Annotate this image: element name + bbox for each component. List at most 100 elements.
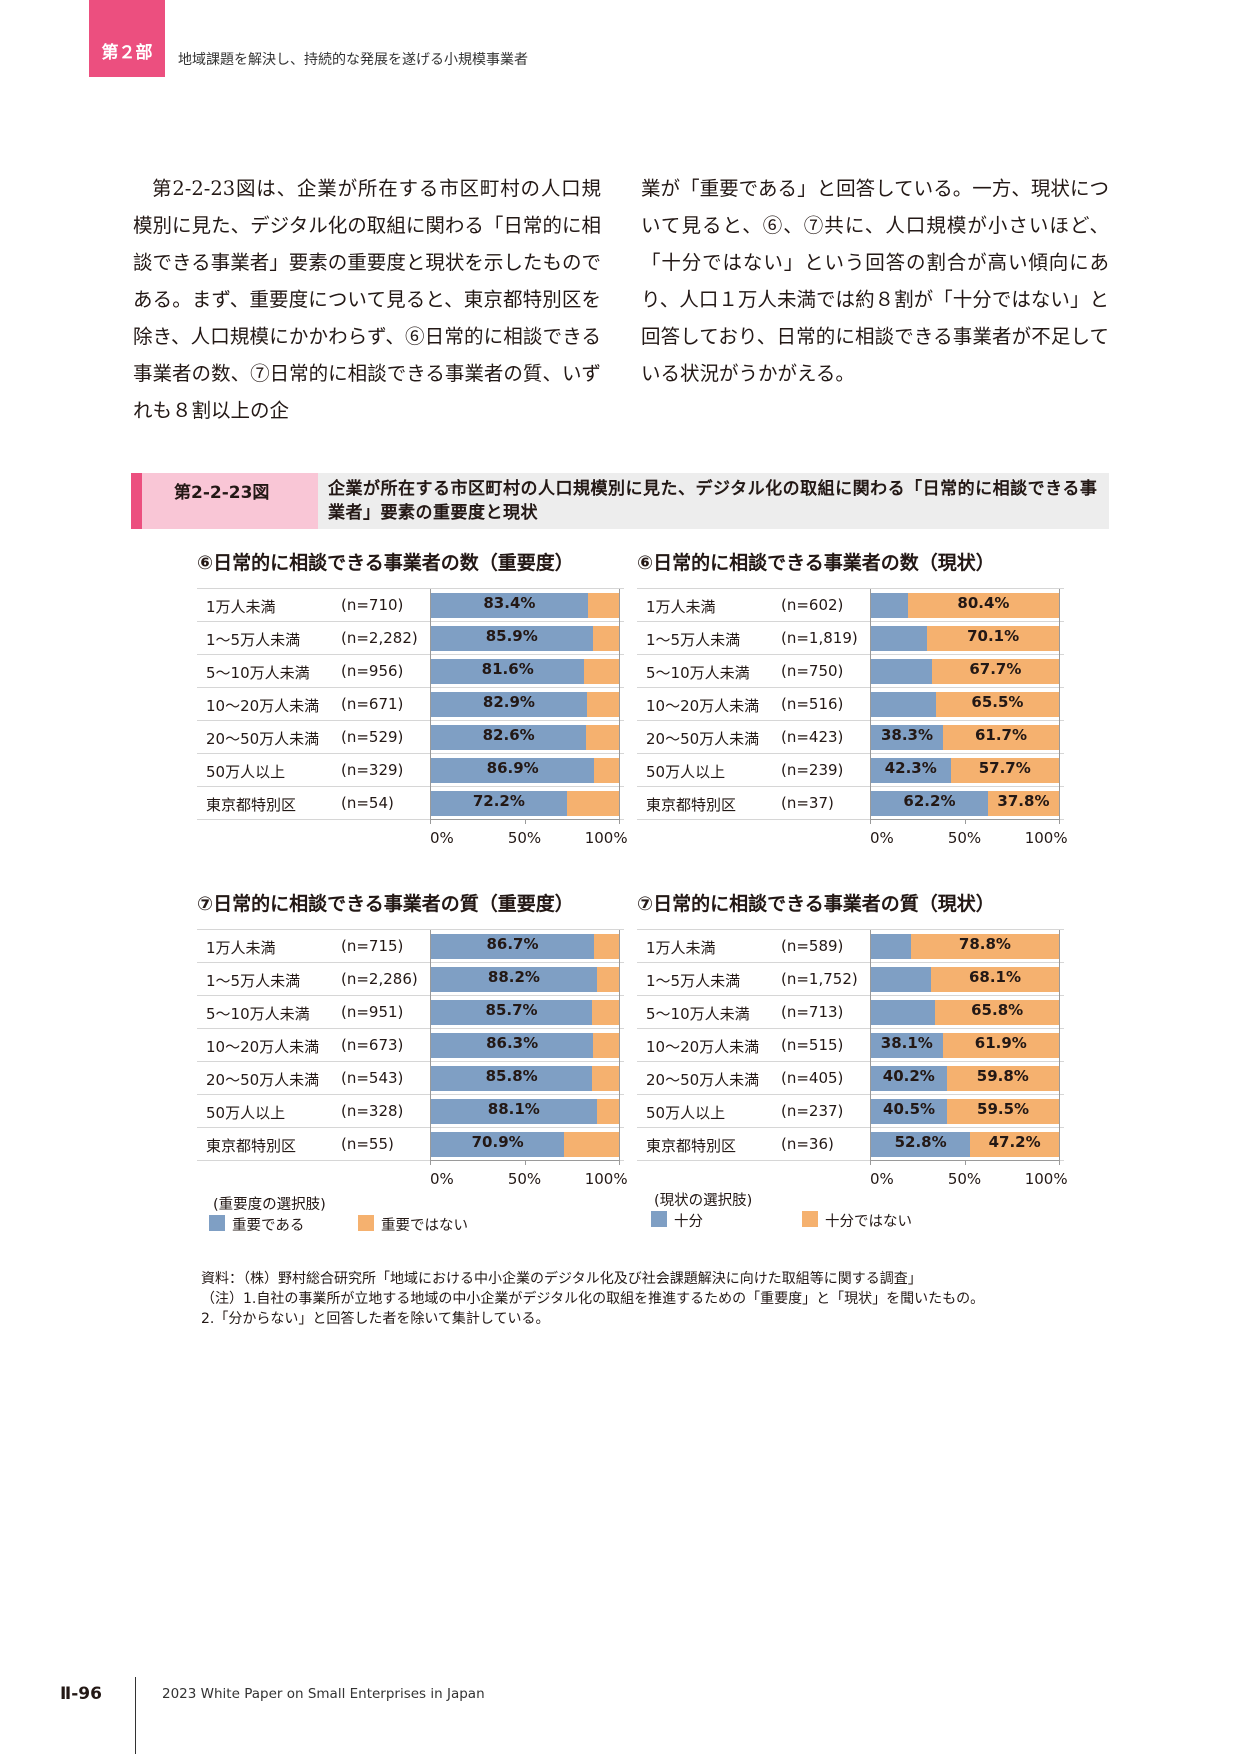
bar-segment-first [871,791,988,816]
sample-size-label: (n=956) [341,662,404,680]
bar-segment-first [871,725,943,750]
sample-size-label: (n=710) [341,596,404,614]
data-label: 38.3% [880,726,934,744]
data-label: 37.8% [997,792,1050,810]
chart-quality-status: ⑦日常的に相談できる事業者の質（現状） 1万人未満 (n=589) 78.8% 1～5万… [637,889,1068,1189]
chart-title: ⑥日常的に相談できる事業者の数（重要度） [197,552,574,574]
category-label: 50万人以上 [206,763,286,781]
data-label: 88.1% [487,1100,540,1118]
x-tick [619,819,620,824]
chart-row: 1～5万人未満 (n=2,282) 85.9% [197,622,624,655]
body-paragraph-left: 第2-2-23図は、企業が所在する市区町村の人口規模別に見た、デジタル化の取組に… [133,177,601,422]
sample-size-label: (n=516) [781,695,844,713]
bar-segment-first [431,659,585,684]
chart-rows: 1万人未満 (n=602) 80.4% 1～5万人未満 (n=1,819) 70.1% 5～… [637,588,1064,820]
category-label: 5～10万人未満 [646,1005,750,1023]
sample-size-label: (n=329) [341,761,404,779]
chart-rows: 1万人未満 (n=589) 78.8% 1～5万人未満 (n=1,752) 68.1% 5～… [637,929,1064,1161]
sample-size-label: (n=715) [341,937,404,955]
sample-size-label: (n=2,286) [341,970,418,988]
chart-rows: 1万人未満 (n=715) 86.7% 1～5万人未満 (n=2,286) 88.2% 5～… [197,929,624,1161]
bar-segment-second [927,626,1059,651]
bar-segment-second [596,967,619,992]
data-label: 86.9% [486,759,539,777]
data-label: 85.8% [485,1067,538,1085]
legend-label-insufficient: 十分ではない [825,1214,912,1230]
bar-segment-second [594,758,619,783]
bar-segment-first [431,1033,594,1058]
bar-segment-first [871,967,931,992]
x-tick-label: 100% [584,1170,628,1188]
bar-segment-first [431,791,567,816]
bar-segment-second [947,1099,1059,1124]
category-label: 1万人未満 [206,598,276,616]
chart-row: 1万人未満 (n=710) 83.4% [197,589,624,622]
chart-row: 10～20万人未満 (n=673) 86.3% [197,1029,624,1062]
sample-size-label: (n=405) [781,1069,844,1087]
data-label: 42.3% [884,759,937,777]
x-tick [964,1160,966,1165]
chart-row: 50万人以上 (n=237) 40.5% 59.5% [637,1095,1064,1128]
data-label: 61.7% [974,726,1028,744]
bar-segment-first [431,758,595,783]
chart-row: 1万人未満 (n=602) 80.4% [637,589,1064,622]
data-label: 65.8% [971,1001,1024,1019]
plot-area [430,930,620,1160]
note-line: 2.「分からない」と回答した者を除いて集計している。 [201,1311,550,1327]
bar-segment-second [910,934,1059,959]
plot-area [870,930,1060,1160]
chart-count-importance: ⑥日常的に相談できる事業者の数（重要度） 1万人未満 (n=710) 83.4% 1～5… [197,548,628,848]
bar-segment-second [946,1066,1059,1091]
bar-segment-second [594,934,619,959]
x-tick-label: 0% [870,1170,894,1188]
bar-segment-second [593,1033,619,1058]
data-label: 86.7% [486,935,539,953]
data-label: 40.2% [882,1067,935,1085]
sample-size-label: (n=2,282) [341,629,418,647]
chart-row: 1万人未満 (n=589) 78.8% [637,930,1064,963]
part-tab: 第２部 [89,0,165,77]
x-tick-label: 50% [947,829,982,847]
sample-size-label: (n=951) [341,1003,404,1021]
category-label: 1～5万人未満 [646,972,741,990]
chart-row: 10～20万人未満 (n=671) 82.9% [197,688,624,721]
bar-segment-first [431,967,597,992]
x-tick-label: 0% [870,829,894,847]
bar-segment-second [931,659,1059,684]
category-label: 10～20万人未満 [646,1038,760,1056]
bar-segment-first [431,934,594,959]
category-label: 50万人以上 [646,763,726,781]
category-label: 1万人未満 [646,939,716,957]
x-tick-label: 100% [1024,1170,1068,1188]
bar-segment-first [431,1000,593,1025]
data-label: 82.9% [482,693,535,711]
chart-row: 1～5万人未満 (n=2,286) 88.2% [197,963,624,996]
sample-size-label: (n=54) [341,794,394,812]
chart-row: 1万人未満 (n=715) 86.7% [197,930,624,963]
bar-segment-second [935,692,1059,717]
category-label: 1～5万人未満 [646,631,741,649]
x-tick-label: 50% [507,829,542,847]
bar-segment-second [566,791,619,816]
x-tick [1059,1160,1060,1165]
bar-segment-first [871,626,928,651]
category-label: 1万人未満 [206,939,276,957]
bar-segment-second [950,758,1059,783]
chart-title: ⑦日常的に相談できる事業者の質（現状） [637,893,995,915]
data-label: 83.4% [483,594,536,612]
data-label: 80.4% [957,594,1010,612]
chart-row: 20～50万人未満 (n=529) 82.6% [197,721,624,754]
bar-segment-first [871,1033,943,1058]
sample-size-label: (n=671) [341,695,404,713]
sample-size-label: (n=673) [341,1036,404,1054]
page-number: Ⅱ-96 [60,1684,102,1704]
chart-row: 1～5万人未満 (n=1,819) 70.1% [637,622,1064,655]
bar-segment-second [584,659,619,684]
legend-swatch-sufficient [651,1211,667,1227]
sample-size-label: (n=529) [341,728,404,746]
sample-size-label: (n=37) [781,794,834,812]
category-label: 東京都特別区 [206,796,297,814]
category-label: 東京都特別区 [206,1137,297,1155]
legend-swatch-insufficient [802,1211,818,1227]
bar-segment-first [431,626,593,651]
